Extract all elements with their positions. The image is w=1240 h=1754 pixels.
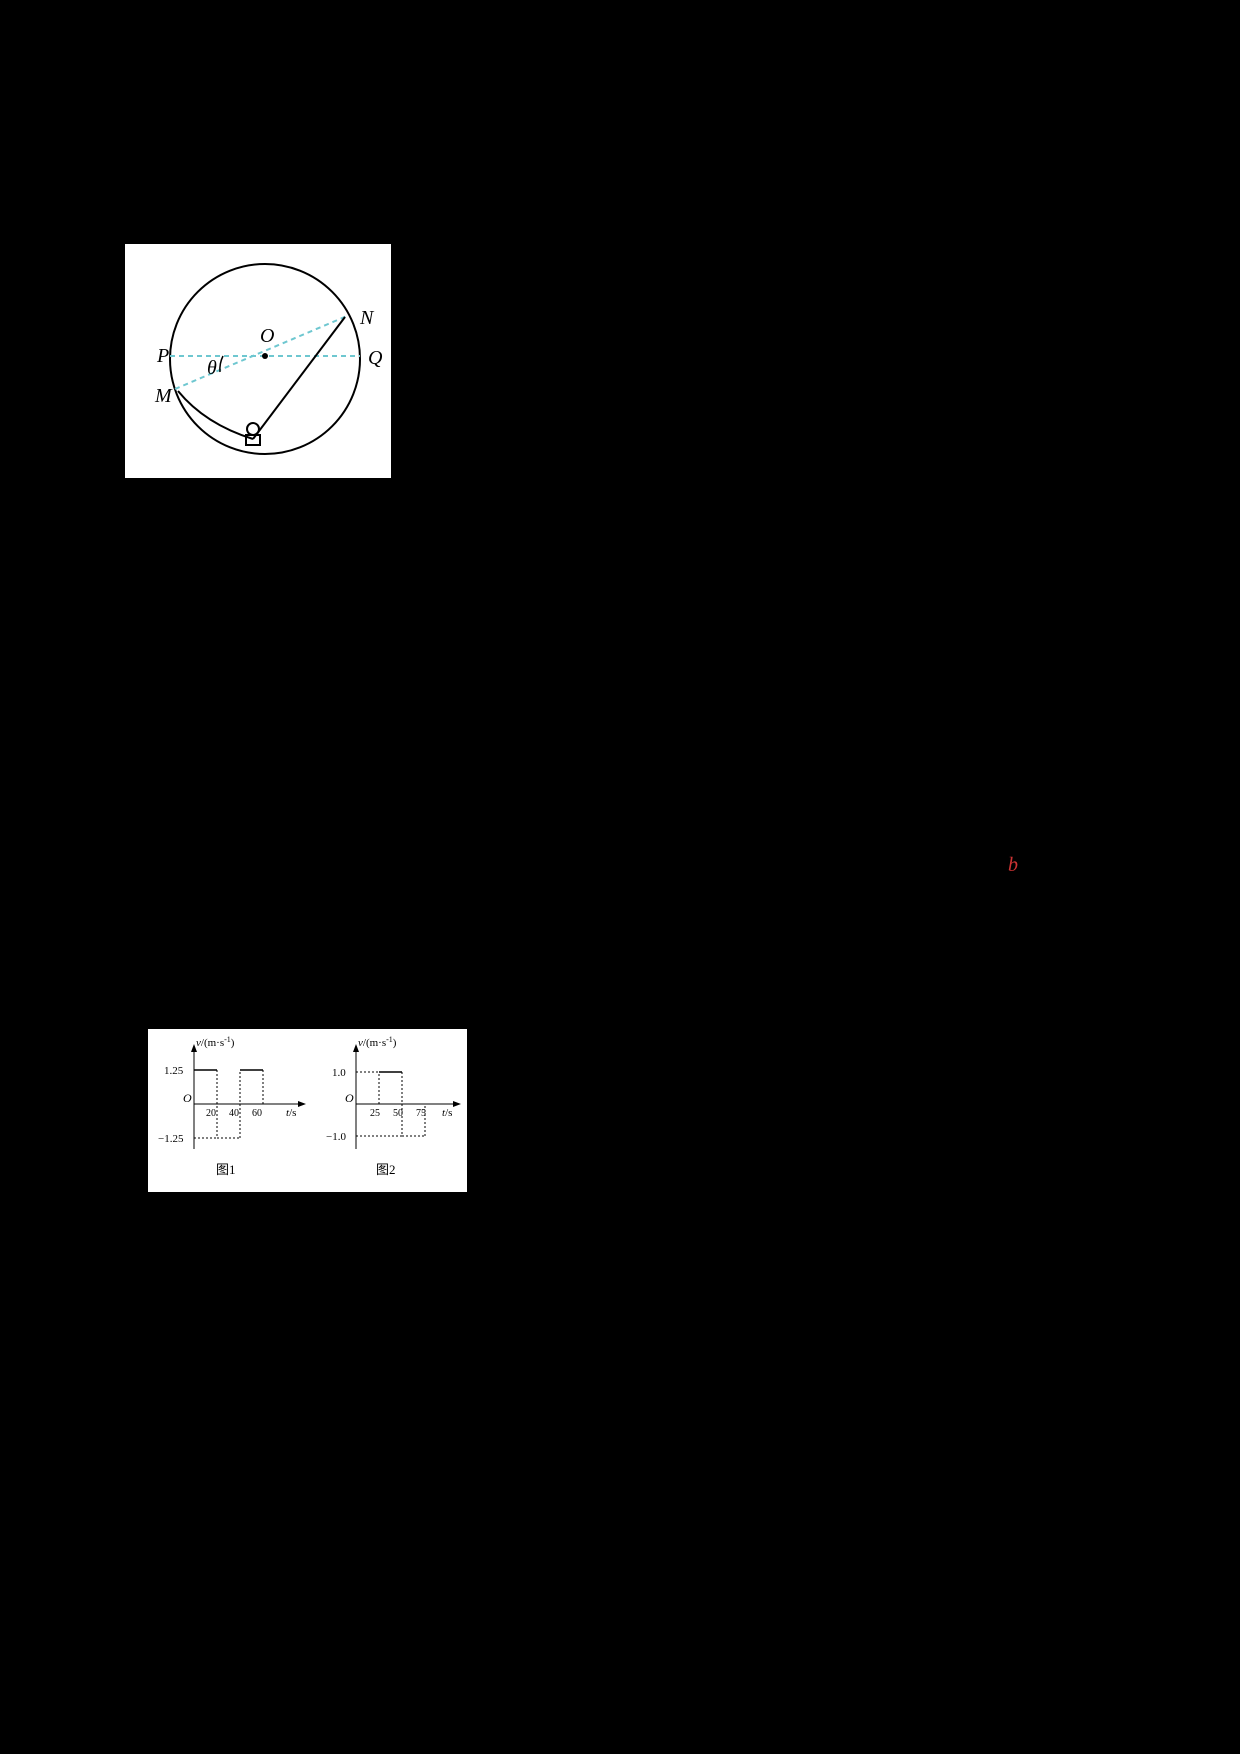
- vt-charts: v/(m·s-1) 1.25 −1.25 O 20 40 60 t/s: [148, 1029, 467, 1192]
- chart-1: v/(m·s-1) 1.25 −1.25 O 20 40 60 t/s: [158, 1035, 306, 1177]
- circle-diagram: P Q M N O θ: [125, 244, 391, 478]
- label-n: N: [359, 307, 375, 329]
- chart2-origin: O: [345, 1091, 354, 1105]
- chart1-xaxis-arrow: [298, 1101, 306, 1107]
- chart2-xaxis-arrow: [453, 1101, 461, 1107]
- chart-2: v/(m·s-1) 1.0 −1.0 O 25 50 75 t/s 图2: [326, 1035, 461, 1177]
- red-marker-text: b: [1008, 854, 1018, 876]
- chart1-xtick-20: 20: [206, 1108, 216, 1119]
- angle-arc: [220, 356, 223, 372]
- chart1-xtick-40: 40: [229, 1108, 239, 1119]
- chart1-xtick-60: 60: [252, 1108, 262, 1119]
- chart2-xlabel: t/s: [442, 1107, 452, 1119]
- chart1-ytick-neg: −1.25: [158, 1133, 184, 1145]
- label-m: M: [154, 385, 173, 407]
- chart1-ylabel: v/(m·s-1): [196, 1035, 235, 1049]
- label-o: O: [260, 325, 274, 347]
- chart2-xtick-75: 75: [416, 1108, 426, 1119]
- chart2-ytick-neg: −1.0: [326, 1131, 346, 1143]
- chart1-title: 图1: [216, 1162, 236, 1177]
- chart1-origin: O: [183, 1091, 192, 1105]
- center-dot: [262, 353, 268, 359]
- chart2-ytick-pos: 1.0: [332, 1067, 346, 1079]
- circle-diagram-svg: P Q M N O θ: [125, 244, 391, 478]
- chart2-xtick-25: 25: [370, 1108, 380, 1119]
- label-theta: θ: [207, 357, 217, 379]
- chart1-ytick-pos: 1.25: [164, 1065, 184, 1077]
- vt-charts-svg: v/(m·s-1) 1.25 −1.25 O 20 40 60 t/s: [148, 1029, 467, 1192]
- label-q: Q: [368, 347, 383, 369]
- label-p: P: [156, 345, 169, 367]
- chart1-xlabel: t/s: [286, 1107, 296, 1119]
- chart2-ylabel: v/(m·s-1): [358, 1035, 397, 1049]
- block-ring: [247, 423, 259, 435]
- red-marker: b: [1008, 854, 1018, 877]
- chart2-title: 图2: [376, 1162, 396, 1177]
